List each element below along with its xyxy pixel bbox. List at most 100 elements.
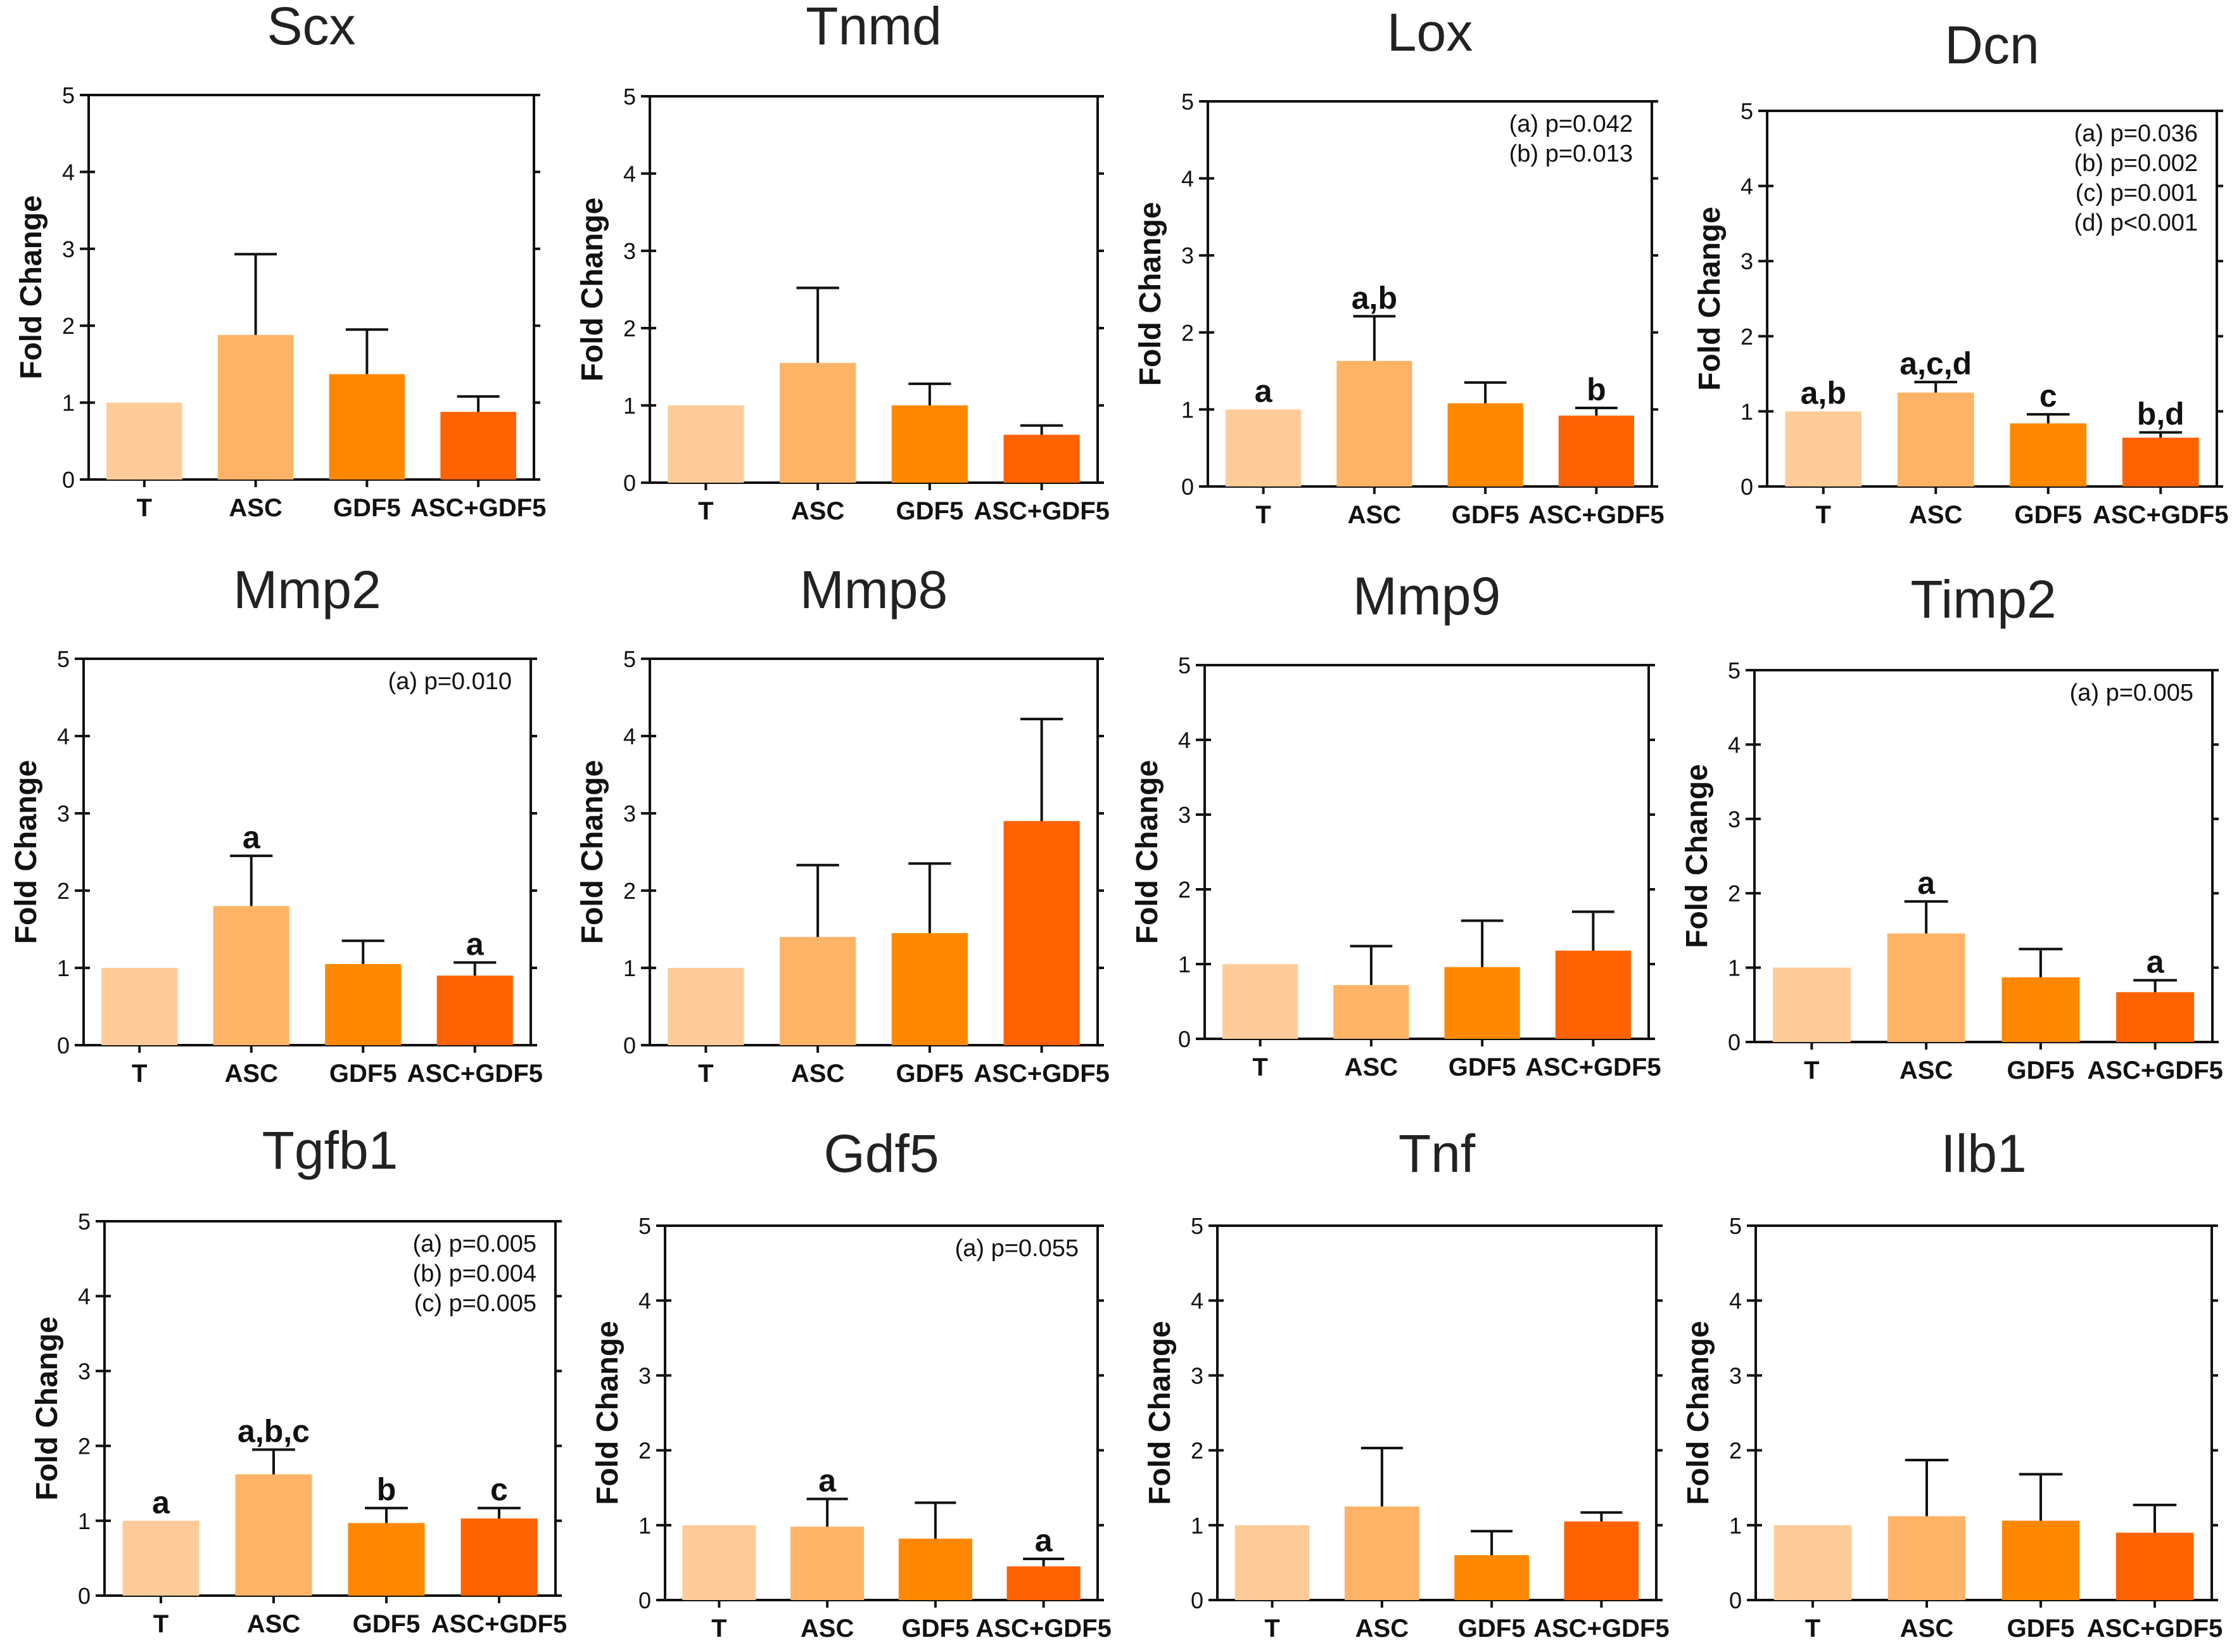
bar-gdf5 xyxy=(329,374,405,480)
significance-label: a,b,c xyxy=(238,1414,310,1449)
x-tick-label: GDF5 xyxy=(329,1060,397,1088)
y-tick-label: 0 xyxy=(1178,1026,1191,1052)
y-axis-label: Fold Change xyxy=(1134,202,1167,386)
plot-frame xyxy=(1754,1224,2213,1601)
panel-title: Mmp9 xyxy=(1353,566,1500,626)
panel-title: Scx xyxy=(267,0,355,56)
y-tick-label: 4 xyxy=(623,161,636,187)
y-tick-label: 5 xyxy=(57,646,70,672)
bar-asc xyxy=(1344,1506,1419,1600)
y-tick-label: 0 xyxy=(623,1032,636,1058)
bar-asc-gdf5 xyxy=(1003,435,1080,483)
plot-frame xyxy=(649,95,1099,484)
y-tick-label: 4 xyxy=(78,1283,91,1309)
y-tick-label: 1 xyxy=(1729,1513,1742,1539)
significance-label: a xyxy=(1917,865,1936,901)
x-tick-label: ASC xyxy=(1345,1053,1398,1081)
x-tick-label: GDF5 xyxy=(2014,501,2082,529)
x-tick-label: ASC xyxy=(1900,1615,1953,1642)
bar-t xyxy=(668,968,744,1045)
y-tick-label: 4 xyxy=(1191,1288,1203,1314)
y-tick-label: 0 xyxy=(1728,1029,1741,1055)
significance-label: c xyxy=(2039,378,2057,414)
bar-asc-gdf5 xyxy=(1006,1566,1081,1600)
x-tick-label: ASC xyxy=(1355,1615,1409,1642)
bar-asc xyxy=(217,334,294,480)
bar-gdf5 xyxy=(2001,977,2080,1042)
y-tick-label: 3 xyxy=(1729,1363,1742,1388)
y-tick-label: 0 xyxy=(1729,1587,1742,1613)
y-tick-label: 1 xyxy=(1728,955,1741,981)
x-tick-label: T xyxy=(698,1060,713,1088)
bar-asc xyxy=(213,906,289,1045)
significance-label: a xyxy=(2147,944,2165,980)
significance-label: a xyxy=(466,926,485,962)
p-value-annotation: (a) p=0.055 xyxy=(955,1235,1079,1262)
panel-ilb1: Ilb1 0 1 2 3 4 5 Fold Change T ASC GDF5 ASC+GDF5 xyxy=(1682,1124,2223,1642)
x-tick-label: ASC+GDF5 xyxy=(2087,1615,2223,1642)
y-axis-label: Fold Change xyxy=(15,195,48,379)
y-tick-label: 3 xyxy=(638,1363,651,1388)
x-tick-label: T xyxy=(711,1615,726,1642)
y-axis-label: Fold Change xyxy=(1693,206,1727,391)
significance-label: a,c,d xyxy=(1900,346,1972,381)
bar-gdf5 xyxy=(348,1523,425,1596)
x-tick-label: ASC+GDF5 xyxy=(2093,501,2229,529)
panel-tnmd: Tnmd 0 1 2 3 4 5 Fold Change T ASC GDF5 ASC+GDF5 xyxy=(576,0,1110,525)
bar-asc-gdf5 xyxy=(2115,1532,2194,1600)
p-value-annotation: (a) p=0.005 xyxy=(413,1231,536,1257)
panel-title: Gdf5 xyxy=(823,1124,939,1183)
plot-frame xyxy=(82,658,532,1046)
bar-gdf5 xyxy=(1444,967,1520,1039)
panel-title: Mmp8 xyxy=(800,560,948,620)
y-tick-label: 2 xyxy=(1728,880,1741,906)
x-tick-label: GDF5 xyxy=(896,497,964,525)
significance-label: a xyxy=(818,1463,837,1498)
bar-asc xyxy=(780,362,856,483)
bar-t xyxy=(1222,964,1298,1039)
y-tick-label: 2 xyxy=(623,315,636,341)
x-tick-label: GDF5 xyxy=(1449,1053,1516,1081)
bar-asc xyxy=(1333,985,1409,1039)
bar-t xyxy=(1234,1525,1310,1600)
y-tick-label: 5 xyxy=(1181,89,1194,115)
y-tick-label: 5 xyxy=(1728,658,1741,683)
y-tick-label: 1 xyxy=(623,393,636,419)
bar-gdf5 xyxy=(891,405,968,483)
plot-frame xyxy=(1753,669,2214,1043)
panel-title: Mmp2 xyxy=(233,560,381,620)
panel-gdf5: Gdf5 0 1 2 3 4 5 Fold Change T ASC a GDF5 ASC+GDF5 a (… xyxy=(591,1124,1112,1642)
y-tick-label: 4 xyxy=(57,723,70,749)
y-axis-label: Fold Change xyxy=(1131,760,1164,944)
x-tick-label: T xyxy=(698,497,713,525)
x-tick-label: ASC+GDF5 xyxy=(1525,1053,1661,1081)
y-tick-label: 2 xyxy=(1741,324,1753,350)
x-tick-label: GDF5 xyxy=(896,1060,964,1088)
significance-label: a,b xyxy=(1801,375,1846,410)
y-tick-label: 3 xyxy=(1191,1363,1203,1388)
bar-asc-gdf5 xyxy=(440,412,516,480)
y-axis-label: Fold Change xyxy=(1682,1321,1715,1505)
y-axis-label: Fold Change xyxy=(1680,764,1714,948)
y-axis-label: Fold Change xyxy=(30,1316,64,1501)
x-tick-label: T xyxy=(1255,501,1271,529)
y-tick-label: 0 xyxy=(78,1583,91,1609)
x-tick-label: T xyxy=(1816,501,1831,529)
plot-frame xyxy=(649,658,1099,1046)
panel-dcn: Dcn 0 1 2 3 4 5 Fold Change Ta,b ASC a,c,d GDF5 c ASC… xyxy=(1693,15,2229,529)
bar-asc xyxy=(1887,933,1965,1042)
panel-title: Timp2 xyxy=(1910,569,2056,629)
x-tick-label: GDF5 xyxy=(1458,1615,1526,1642)
y-tick-label: 5 xyxy=(623,646,636,672)
significance-label: a xyxy=(243,820,261,855)
plot-frame xyxy=(1216,1224,1658,1601)
x-tick-label: ASC+GDF5 xyxy=(1528,501,1665,529)
significance-label: a xyxy=(1255,373,1273,409)
x-tick-label: T xyxy=(132,1060,147,1088)
y-tick-label: 5 xyxy=(1741,98,1753,124)
plot-frame xyxy=(664,1224,1099,1601)
x-tick-label: T xyxy=(1252,1053,1267,1081)
y-tick-label: 3 xyxy=(57,801,70,827)
panel-mmp2: Mmp2 0 1 2 3 4 5 Fold Change T ASC a GDF5 ASC+GDF5 a (… xyxy=(10,560,543,1088)
y-tick-label: 2 xyxy=(1178,877,1191,903)
